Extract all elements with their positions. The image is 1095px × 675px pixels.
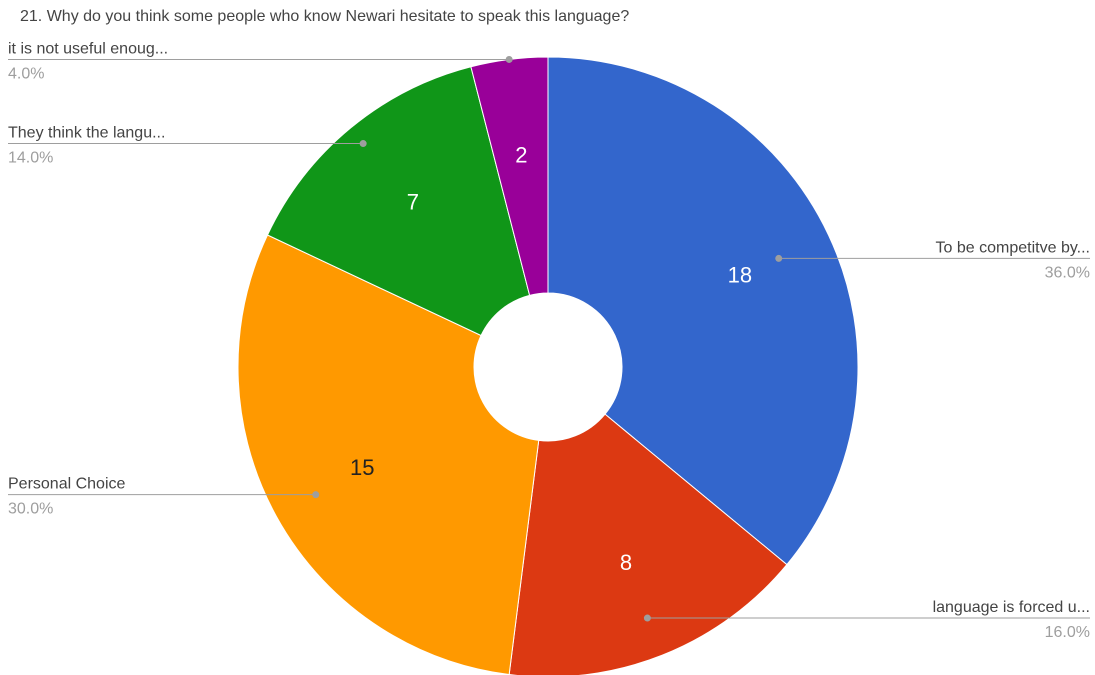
legend-label: They think the langu...	[8, 125, 165, 142]
legend-percent: 30.0%	[8, 501, 53, 518]
slice-2[interactable]	[237, 234, 540, 675]
slice-value-label: 15	[350, 455, 374, 480]
leader-dot	[359, 140, 367, 148]
slice-value-label: 18	[728, 263, 752, 288]
legend-label: it is not useful enoug...	[8, 40, 168, 57]
slice-0[interactable]	[547, 56, 859, 566]
slice-value-label: 7	[407, 189, 419, 214]
leader-dot	[312, 491, 320, 499]
legend-label: Personal Choice	[8, 476, 126, 493]
leader-dot	[643, 614, 651, 622]
leader-dot	[775, 254, 783, 262]
legend-percent: 16.0%	[1045, 624, 1090, 641]
leader-dot	[505, 55, 513, 63]
slice-3[interactable]	[266, 66, 531, 337]
chart-title: 21. Why do you think some people who kno…	[20, 8, 630, 25]
legend-percent: 36.0%	[1045, 264, 1090, 281]
slice-value-label: 2	[515, 142, 527, 167]
legend-percent: 14.0%	[8, 150, 53, 167]
slice-value-label: 8	[620, 550, 632, 575]
legend-label: To be competitve by...	[936, 239, 1090, 256]
slice-4[interactable]	[470, 56, 549, 296]
legend-percent: 4.0%	[8, 65, 44, 82]
legend-label: language is forced u...	[933, 599, 1090, 616]
